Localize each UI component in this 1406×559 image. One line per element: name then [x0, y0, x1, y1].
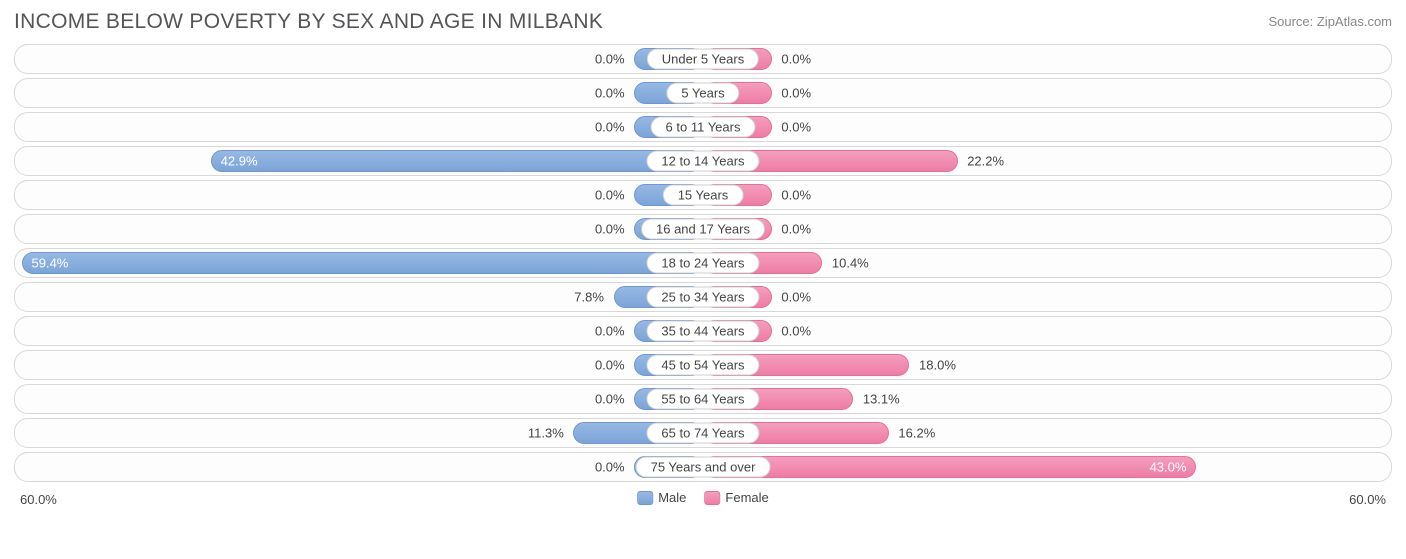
- age-label: 18 to 24 Years: [646, 253, 759, 274]
- age-label: 55 to 64 Years: [646, 389, 759, 410]
- female-bar: [703, 456, 1196, 478]
- table-row: 0.0% 0.0% 35 to 44 Years: [14, 316, 1392, 346]
- male-value: 0.0%: [595, 358, 625, 373]
- male-value: 0.0%: [595, 86, 625, 101]
- table-row: 7.8% 0.0% 25 to 34 Years: [14, 282, 1392, 312]
- male-value: 59.4%: [32, 256, 69, 271]
- female-value: 43.0%: [1150, 460, 1187, 475]
- table-row: 0.0% 0.0% 5 Years: [14, 78, 1392, 108]
- male-value: 11.3%: [528, 426, 564, 441]
- table-row: 42.9% 22.2% 12 to 14 Years: [14, 146, 1392, 176]
- male-value: 7.8%: [574, 290, 604, 305]
- age-label: 5 Years: [666, 83, 739, 104]
- male-bar: [22, 252, 703, 274]
- female-swatch-icon: [704, 491, 720, 505]
- table-row: 0.0% 0.0% 15 Years: [14, 180, 1392, 210]
- age-label: 35 to 44 Years: [646, 321, 759, 342]
- table-row: 0.0% 43.0% 75 Years and over: [14, 452, 1392, 482]
- poverty-chart: INCOME BELOW POVERTY BY SEX AND AGE IN M…: [0, 0, 1406, 559]
- female-value: 0.0%: [781, 188, 811, 203]
- age-label: 12 to 14 Years: [646, 151, 759, 172]
- chart-title: INCOME BELOW POVERTY BY SEX AND AGE IN M…: [14, 10, 603, 34]
- chart-source: Source: ZipAtlas.com: [1268, 10, 1392, 29]
- table-row: 0.0% 18.0% 45 to 54 Years: [14, 350, 1392, 380]
- age-label: 65 to 74 Years: [646, 423, 759, 444]
- age-label: 6 to 11 Years: [651, 117, 756, 138]
- male-value: 0.0%: [595, 120, 625, 135]
- female-value: 0.0%: [781, 120, 811, 135]
- age-label: Under 5 Years: [647, 49, 759, 70]
- male-value: 0.0%: [595, 324, 625, 339]
- table-row: 59.4% 10.4% 18 to 24 Years: [14, 248, 1392, 278]
- female-value: 0.0%: [781, 290, 811, 305]
- female-value: 0.0%: [781, 86, 811, 101]
- age-label: 45 to 54 Years: [646, 355, 759, 376]
- female-value: 0.0%: [781, 324, 811, 339]
- legend-female-label: Female: [725, 490, 768, 505]
- age-label: 25 to 34 Years: [646, 287, 759, 308]
- legend: Male Female: [637, 490, 769, 505]
- chart-rows: 0.0%0.0%Under 5 Years0.0%0.0%5 Years0.0%…: [14, 44, 1392, 482]
- male-value: 0.0%: [595, 222, 625, 237]
- age-label: 16 and 17 Years: [641, 219, 765, 240]
- male-value: 0.0%: [595, 188, 625, 203]
- female-value: 22.2%: [967, 154, 1004, 169]
- table-row: 0.0% 0.0% 16 and 17 Years: [14, 214, 1392, 244]
- legend-female: Female: [704, 490, 768, 505]
- age-label: 15 Years: [663, 185, 744, 206]
- legend-male-label: Male: [658, 490, 686, 505]
- male-value: 0.0%: [595, 392, 625, 407]
- female-value: 18.0%: [919, 358, 956, 373]
- female-value: 0.0%: [781, 222, 811, 237]
- male-bar: [211, 150, 703, 172]
- table-row: 0.0% 0.0% Under 5 Years: [14, 44, 1392, 74]
- legend-male: Male: [637, 490, 686, 505]
- table-row: 0.0% 0.0% 6 to 11 Years: [14, 112, 1392, 142]
- female-value: 0.0%: [781, 52, 811, 67]
- table-row: 0.0% 13.1% 55 to 64 Years: [14, 384, 1392, 414]
- female-value: 13.1%: [863, 392, 900, 407]
- female-value: 16.2%: [898, 426, 935, 441]
- axis-max-left: 60.0%: [20, 492, 57, 507]
- chart-header: INCOME BELOW POVERTY BY SEX AND AGE IN M…: [14, 10, 1392, 34]
- female-value: 10.4%: [832, 256, 869, 271]
- table-row: 11.3% 16.2% 65 to 74 Years: [14, 418, 1392, 448]
- male-value: 0.0%: [595, 460, 625, 475]
- age-label: 75 Years and over: [636, 457, 771, 478]
- chart-footer: 60.0% Male Female 60.0%: [14, 490, 1392, 514]
- male-swatch-icon: [637, 491, 653, 505]
- male-value: 0.0%: [595, 52, 625, 67]
- axis-max-right: 60.0%: [1349, 492, 1386, 507]
- male-value: 42.9%: [221, 154, 258, 169]
